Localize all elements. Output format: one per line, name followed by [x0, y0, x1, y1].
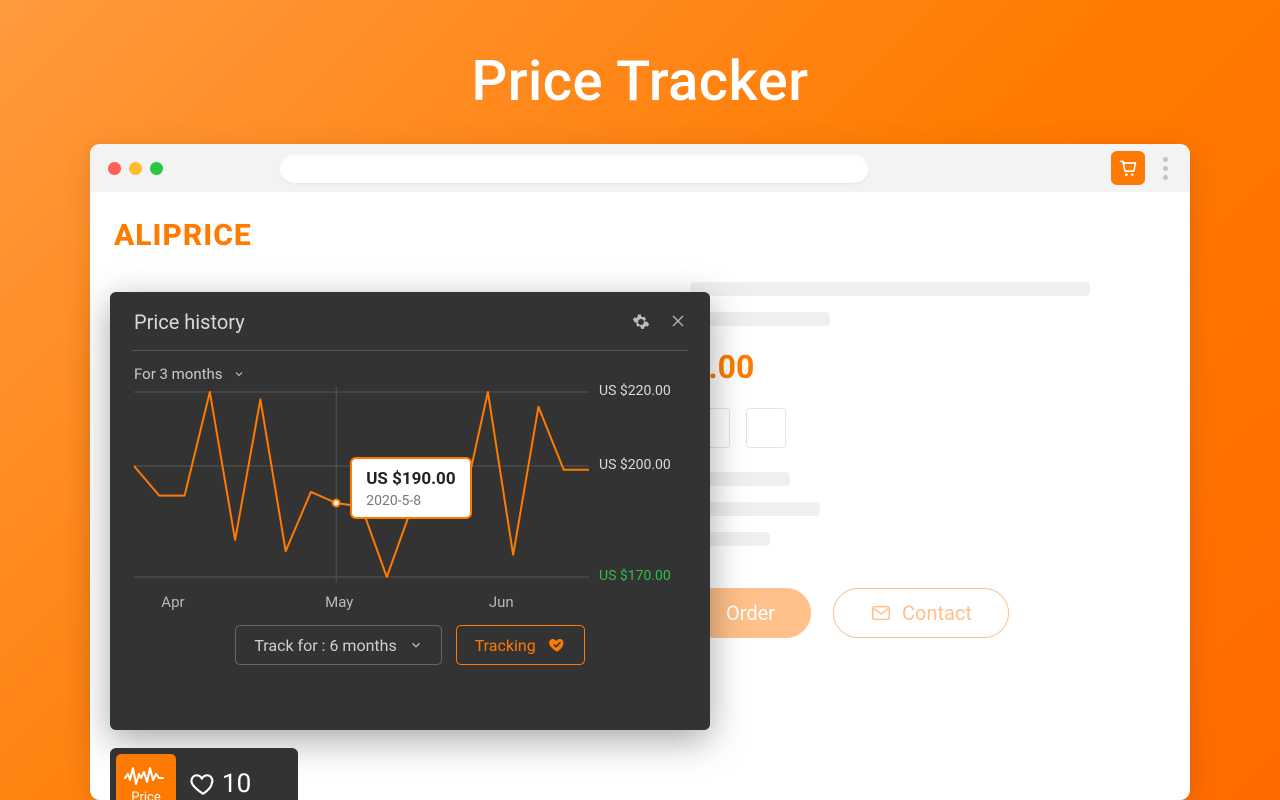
price-widget-icon-label: Price: [131, 790, 160, 800]
tracking-button[interactable]: Tracking: [456, 625, 585, 665]
price-widget[interactable]: Price 10: [110, 748, 298, 800]
x-axis-label: Apr: [161, 593, 184, 611]
pulse-icon: [124, 764, 168, 788]
site-logo-text: ALIPRICE: [114, 218, 1166, 253]
gear-icon[interactable]: [632, 313, 650, 331]
tooltip-price: US $190.00: [366, 469, 455, 489]
track-duration-select[interactable]: Track for : 6 months: [235, 625, 441, 665]
tracking-button-label: Tracking: [475, 636, 536, 655]
url-input[interactable]: [279, 153, 869, 183]
price-history-popup: Price history For 3 months: [110, 292, 710, 730]
extension-cart-button[interactable]: [1111, 151, 1145, 185]
popup-title: Price history: [134, 310, 245, 334]
track-duration-label: Track for : 6 months: [254, 636, 396, 655]
x-axis-label: May: [325, 593, 353, 611]
chart-tooltip: US $190.00 2020-5-8: [350, 457, 471, 519]
page-content: ALIPRICE 0.00 Order: [90, 192, 1190, 279]
y-axis-label: US $170.00: [599, 568, 671, 584]
traffic-close-icon[interactable]: [108, 162, 121, 175]
app-title: Price Tracker: [0, 48, 1280, 114]
heart-check-icon: [548, 636, 566, 654]
heart-icon: [190, 771, 216, 797]
close-icon[interactable]: [670, 313, 686, 329]
order-button-label: Order: [726, 601, 775, 625]
contact-button-label: Contact: [902, 601, 972, 625]
traffic-minimize-icon[interactable]: [129, 162, 142, 175]
range-label: For 3 months: [134, 365, 223, 383]
product-panel: 0.00 Order: [690, 282, 1160, 638]
traffic-lights: [108, 162, 163, 175]
chevron-down-icon: [233, 368, 245, 380]
tooltip-date: 2020-5-8: [366, 493, 455, 509]
chevron-down-icon: [409, 638, 423, 652]
cart-icon: [1118, 158, 1138, 178]
divider: [132, 350, 688, 351]
y-axis-label: US $200.00: [599, 457, 671, 473]
price-widget-count: 10: [190, 769, 251, 799]
variant-option[interactable]: [746, 408, 786, 448]
mail-icon: [870, 602, 892, 624]
browser-menu-icon[interactable]: [1159, 157, 1172, 180]
contact-button[interactable]: Contact: [833, 588, 1009, 638]
price-chart: US $220.00US $200.00US $170.00 AprMayJun…: [134, 387, 686, 617]
browser-window: ALIPRICE 0.00 Order: [90, 144, 1190, 800]
price-widget-icon: Price: [116, 754, 176, 800]
placeholder-line: [690, 312, 830, 326]
favorite-count: 10: [222, 769, 251, 799]
traffic-maximize-icon[interactable]: [150, 162, 163, 175]
range-select[interactable]: For 3 months: [134, 365, 686, 383]
y-axis-label: US $220.00: [599, 383, 671, 399]
x-axis-label: Jun: [489, 593, 514, 611]
product-price-partial: 0.00: [690, 348, 1160, 386]
browser-chrome-bar: [90, 144, 1190, 192]
placeholder-line: [690, 282, 1090, 296]
